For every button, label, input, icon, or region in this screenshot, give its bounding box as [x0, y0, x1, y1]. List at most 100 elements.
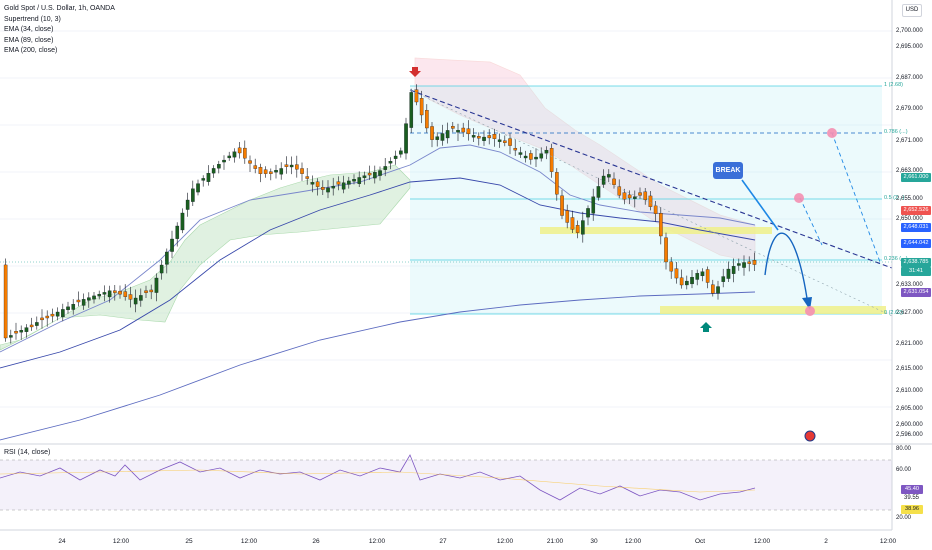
candle-body: [9, 335, 13, 338]
candle-body: [196, 183, 200, 193]
price-badge: 2,648.031: [901, 223, 931, 232]
candle-body: [310, 182, 315, 185]
candle-body: [705, 269, 710, 283]
fib-label: 0 (2.62): [884, 310, 903, 316]
candle-body: [61, 309, 65, 318]
candle-body: [731, 266, 736, 274]
price-label: 2,596.000: [896, 432, 923, 438]
candle-body: [258, 167, 263, 174]
candle-body: [149, 289, 154, 293]
candle-body: [289, 164, 294, 168]
candle-body: [227, 155, 232, 159]
candle-body: [508, 138, 512, 146]
candle-body: [425, 110, 429, 129]
candle-body: [487, 135, 492, 139]
candle-body: [685, 280, 689, 286]
candle-body: [414, 89, 419, 103]
symbol-title[interactable]: Gold Spot / U.S. Dollar, 1h, OANDA: [4, 5, 115, 12]
candle-body: [674, 268, 679, 279]
candle-body: [133, 297, 138, 305]
indicator-supertrend[interactable]: Supertrend (10, 3): [4, 15, 61, 23]
candle-body: [612, 178, 616, 185]
candle-body: [378, 170, 382, 176]
candle-body: [118, 290, 122, 295]
candle-body: [544, 149, 549, 154]
fib-box: [410, 86, 882, 314]
ema-89-line: [0, 177, 756, 369]
indicator-ema-89[interactable]: EMA (89, close): [4, 36, 54, 44]
candle-body: [648, 195, 653, 207]
candle-body: [336, 181, 341, 185]
candle-body: [669, 261, 674, 272]
candle-body: [253, 165, 258, 169]
price-badge: 2,661.000: [901, 173, 931, 182]
time-label: 24: [58, 538, 66, 545]
candle-body: [529, 153, 533, 160]
price-badge: 2,631.054: [901, 288, 931, 297]
currency-selector[interactable]: USD: [902, 4, 922, 17]
time-label: 30: [590, 538, 598, 545]
candle-body: [76, 299, 81, 303]
rsi-axis-label: 60.00: [896, 467, 912, 473]
time-label: 25: [185, 538, 193, 545]
rsi-axis-label: 80.00: [896, 446, 912, 452]
candle-body: [549, 148, 554, 172]
candle-body: [404, 123, 408, 154]
candle-body: [263, 169, 268, 174]
candle-body: [232, 151, 237, 158]
candle-body: [279, 168, 284, 175]
indicator-ema-200[interactable]: EMA (200, close): [4, 47, 58, 54]
candle-body: [14, 331, 18, 334]
candle-body: [497, 139, 502, 142]
time-label: 12:00: [753, 538, 771, 545]
candle-body: [237, 147, 242, 154]
countdown-badge: 31:41: [901, 267, 931, 276]
candle-body: [659, 213, 663, 237]
candle-body: [555, 172, 559, 195]
candle-body: [721, 276, 726, 282]
candle-body: [373, 172, 377, 179]
candle-body: [222, 159, 226, 163]
candle-body: [362, 175, 367, 178]
price-label: 2,695.000: [896, 44, 923, 50]
price-label: 2,700.000: [896, 28, 923, 34]
candle-body: [217, 164, 221, 169]
candle-body: [50, 313, 55, 317]
candle-body: [300, 168, 304, 174]
price-label: 2,633.000: [896, 282, 923, 288]
candle-body: [679, 277, 684, 286]
candle-body: [383, 166, 388, 170]
candle-body: [607, 174, 611, 178]
candle-body: [165, 251, 169, 265]
candle-body: [471, 135, 476, 138]
ema-200-line: [0, 291, 756, 441]
candle-body: [170, 238, 174, 252]
target-circle-1: [827, 128, 837, 138]
indicator-ema-34[interactable]: EMA (34, close): [4, 26, 54, 33]
candle-body: [664, 237, 668, 263]
candle-body: [482, 136, 486, 141]
candle-body: [315, 181, 320, 187]
candle-body: [560, 195, 564, 216]
candle-body: [565, 210, 570, 223]
candle-body: [352, 179, 356, 182]
candle-body: [596, 186, 601, 198]
time-label: 26: [312, 538, 320, 545]
trendline: [409, 89, 893, 269]
rsi-line: [0, 454, 756, 501]
candle-body: [752, 260, 757, 265]
candle-body: [367, 172, 372, 176]
candle-body: [513, 147, 518, 151]
candle-body: [45, 315, 50, 319]
candle-body: [284, 164, 289, 167]
rsi-axis-label: 20.00: [896, 515, 912, 521]
candle-body: [347, 180, 351, 185]
candle-body: [445, 130, 450, 139]
time-label: 21:00: [546, 538, 564, 545]
rsi-title[interactable]: RSI (14, close): [4, 449, 51, 456]
candle-body: [466, 128, 471, 135]
candle-body: [695, 273, 700, 280]
candle-body: [388, 161, 393, 164]
price-label: 2,600.000: [896, 422, 923, 428]
